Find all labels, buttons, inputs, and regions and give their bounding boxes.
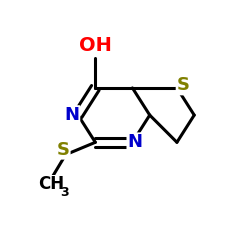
Text: 3: 3 [60, 186, 69, 200]
Text: N: N [128, 133, 142, 151]
Text: CH: CH [38, 175, 64, 193]
Text: N: N [64, 106, 79, 124]
Text: S: S [57, 141, 70, 159]
Text: S: S [176, 76, 190, 94]
Text: OH: OH [79, 36, 112, 56]
